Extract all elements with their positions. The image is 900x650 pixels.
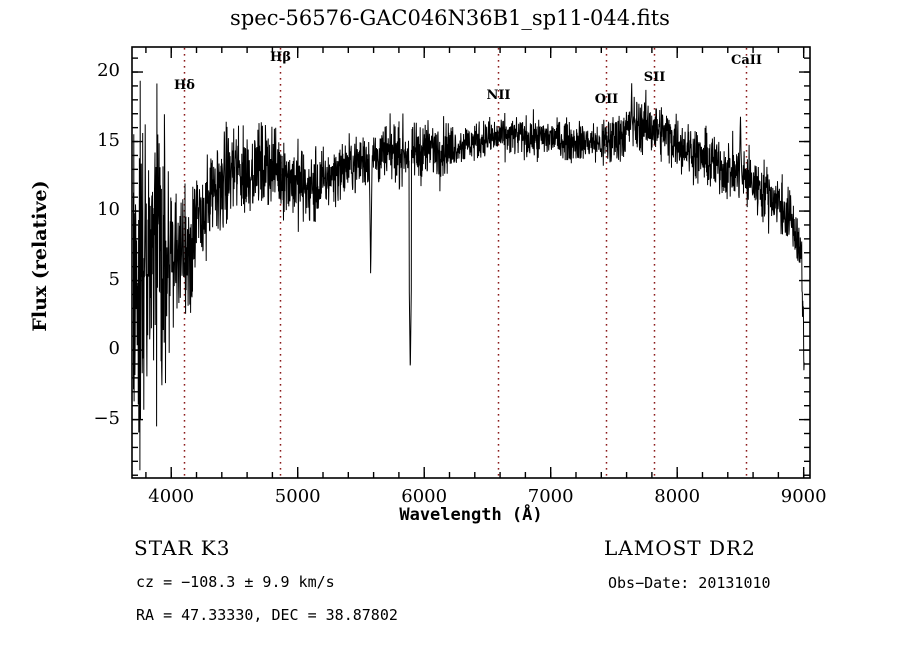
y-tick-label: 15 xyxy=(97,129,120,151)
y-tick-label: 5 xyxy=(108,268,120,290)
footer-obs-date: Obs−Date: 20131010 xyxy=(608,574,771,592)
footer-coords: RA = 47.33330, DEC = 38.87802 xyxy=(136,606,398,624)
y-tick-label: 10 xyxy=(97,199,120,221)
footer-survey: LAMOST DR2 xyxy=(604,536,756,560)
x-tick-label: 9000 xyxy=(780,486,827,507)
x-tick-label: 6000 xyxy=(401,486,448,507)
spectrum-trace xyxy=(133,80,805,471)
spectral-line-label: OII xyxy=(594,91,619,107)
x-tick-label: 7000 xyxy=(527,486,574,507)
spectral-line-label: SII xyxy=(643,69,666,85)
spectral-line-label: NII xyxy=(486,87,511,103)
spectral-line-label: Hβ xyxy=(270,50,291,66)
footer-cz: cz = −108.3 ± 9.9 km/s xyxy=(136,573,335,591)
x-tick-label: 5000 xyxy=(274,486,321,507)
x-axis-label: Wavelength (Å) xyxy=(399,505,543,525)
x-tick-label: 8000 xyxy=(654,486,701,507)
y-tick-label: 20 xyxy=(97,60,120,82)
x-tick-label: 4000 xyxy=(148,486,195,507)
spectral-line-label: CaII xyxy=(731,52,762,68)
axes-frame xyxy=(131,46,811,479)
page-title: spec-56576-GAC046N36B1_sp11-044.fits xyxy=(230,6,670,30)
spectral-line-markers xyxy=(183,48,748,477)
y-axis-label: Flux (relative) xyxy=(29,180,51,332)
y-tick-label: −5 xyxy=(93,407,120,429)
y-tick-label: 0 xyxy=(108,338,120,360)
footer-object-type: STAR K3 xyxy=(134,536,231,560)
spectral-line-label: Hδ xyxy=(174,77,195,93)
